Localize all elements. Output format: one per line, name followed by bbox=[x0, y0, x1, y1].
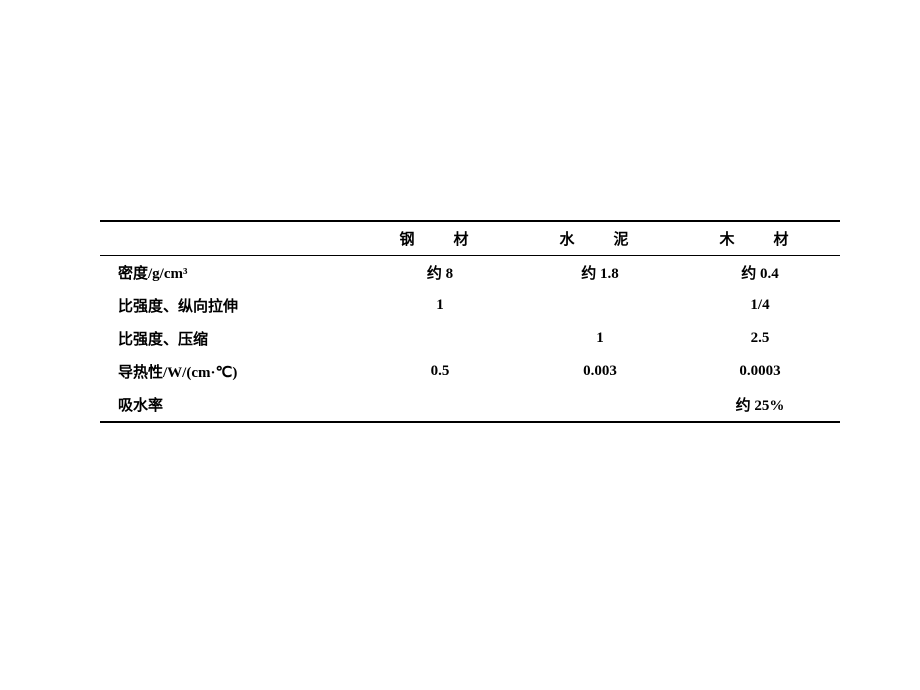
table-row: 导热性/W/(cm·℃) 0.5 0.003 0.0003 bbox=[100, 355, 840, 388]
cell: 2.5 bbox=[680, 322, 840, 355]
properties-table-container: 钢 材 水 泥 木 材 密度/g/cm³ 约 8 约 1.8 约 0.4 比强度… bbox=[100, 220, 840, 423]
row-label: 比强度、压缩 bbox=[100, 322, 360, 355]
cell bbox=[360, 388, 520, 422]
cell bbox=[520, 388, 680, 422]
row-label: 密度/g/cm³ bbox=[100, 256, 360, 290]
cell: 0.5 bbox=[360, 355, 520, 388]
cell: 约 0.4 bbox=[680, 256, 840, 290]
table-row: 比强度、压缩 1 2.5 bbox=[100, 322, 840, 355]
row-label: 比强度、纵向拉伸 bbox=[100, 289, 360, 322]
cell bbox=[520, 289, 680, 322]
cell bbox=[360, 322, 520, 355]
row-label: 吸水率 bbox=[100, 388, 360, 422]
table-row: 密度/g/cm³ 约 8 约 1.8 约 0.4 bbox=[100, 256, 840, 290]
header-col-2: 水 泥 bbox=[520, 221, 680, 256]
table-header-row: 钢 材 水 泥 木 材 bbox=[100, 221, 840, 256]
header-col-1: 钢 材 bbox=[360, 221, 520, 256]
cell: 约 8 bbox=[360, 256, 520, 290]
cell: 1/4 bbox=[680, 289, 840, 322]
header-empty bbox=[100, 221, 360, 256]
cell: 0.003 bbox=[520, 355, 680, 388]
cell: 约 25% bbox=[680, 388, 840, 422]
cell: 1 bbox=[360, 289, 520, 322]
cell: 约 1.8 bbox=[520, 256, 680, 290]
cell: 1 bbox=[520, 322, 680, 355]
table-row: 比强度、纵向拉伸 1 1/4 bbox=[100, 289, 840, 322]
properties-table: 钢 材 水 泥 木 材 密度/g/cm³ 约 8 约 1.8 约 0.4 比强度… bbox=[100, 220, 840, 423]
header-col-3: 木 材 bbox=[680, 221, 840, 256]
cell: 0.0003 bbox=[680, 355, 840, 388]
row-label: 导热性/W/(cm·℃) bbox=[100, 355, 360, 388]
table-row: 吸水率 约 25% bbox=[100, 388, 840, 422]
